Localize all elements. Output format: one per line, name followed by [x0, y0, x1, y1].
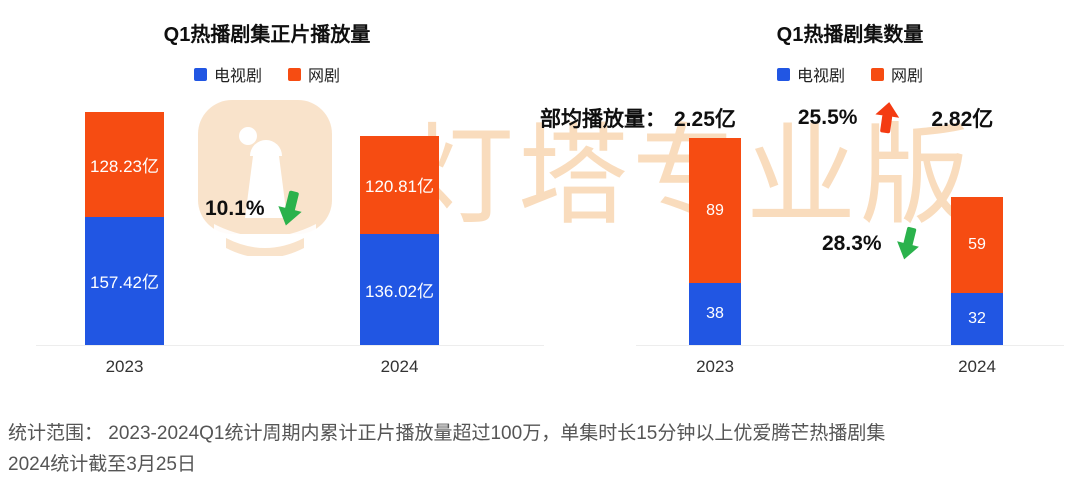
bar-value-label: 32 — [968, 309, 986, 327]
drop-annotation-left: 10.1% — [205, 188, 305, 230]
playback-bars-plot: 128.23亿 157.42亿 2023 120.81亿 136.02亿 2024 — [36, 112, 544, 376]
tv-swatch-icon — [776, 67, 790, 81]
legend-label-web: 网剧 — [891, 68, 924, 85]
tv-swatch-icon — [193, 67, 207, 81]
bar-segment: 157.42亿 — [85, 216, 164, 345]
legend-label-tv: 电视剧 — [796, 68, 845, 85]
bar-value-label: 120.81亿 — [365, 177, 434, 197]
footer-note-line1: 统计范围： 2023-2024Q1统计周期内累计正片播放量超过100万，单集时长… — [8, 423, 886, 444]
stat-value-2023: 2.25亿 — [674, 108, 736, 131]
green-down-arrow-icon — [277, 190, 302, 226]
category-label: 2023 — [105, 357, 144, 376]
stacked-bar: 89 38 2023 — [689, 138, 741, 376]
bar-segment: 32 — [951, 292, 1003, 345]
footer-note: 统计范围： 2023-2024Q1统计周期内累计正片播放量超过100万，单集时长… — [8, 418, 1074, 480]
legend-item-web: 网剧 — [871, 62, 923, 86]
legend-item-tv: 电视剧 — [193, 62, 262, 86]
bar-value-label: 157.42亿 — [90, 273, 159, 293]
legend-item-web: 网剧 — [288, 62, 340, 86]
bar-value-label: 38 — [706, 305, 724, 323]
bar-segment: 120.81亿 — [360, 135, 439, 235]
count-bars-plot: 89 38 2023 59 32 2024 — [636, 138, 1064, 376]
drop-percent-right: 28.3% — [822, 232, 882, 255]
stacked-bar: 120.81亿 136.02亿 2024 — [360, 135, 439, 376]
stacked-bar: 59 32 2024 — [951, 196, 1003, 376]
category-label: 2024 — [958, 357, 996, 376]
rise-percent: 25.5% — [797, 106, 858, 129]
stat-value-2024: 2.82亿 — [931, 108, 994, 131]
footer-note-line2: 2024统计截至3月25日 — [8, 454, 196, 475]
bar-segment: 89 — [689, 138, 741, 284]
legend-label-tv: 电视剧 — [213, 68, 262, 85]
bar-value-label: 136.02亿 — [365, 282, 434, 302]
green-down-arrow-icon — [896, 226, 919, 260]
bar-value-label: 89 — [706, 201, 724, 219]
bar-segment: 38 — [689, 283, 741, 345]
stat-caption: 部均播放量： — [540, 108, 666, 131]
avg-playback-stat-line: 部均播放量： 2.25亿 25.5% 2.82亿 — [540, 100, 993, 136]
stacked-bar: 128.23亿 157.42亿 2023 — [85, 112, 164, 376]
legend-label-web: 网剧 — [308, 68, 341, 85]
bar-value-label: 128.23亿 — [90, 157, 159, 177]
legend-left: 电视剧 网剧 — [0, 62, 534, 86]
playback-chart-title: Q1热播剧集正片播放量 — [163, 24, 371, 46]
count-chart-title: Q1热播剧集数量 — [776, 24, 924, 46]
category-label: 2023 — [696, 357, 734, 376]
drop-annotation-right: 28.3% — [822, 224, 922, 264]
bar-segment: 136.02亿 — [360, 234, 439, 345]
bar-value-label: 59 — [968, 235, 986, 253]
drop-percent-left: 10.1% — [205, 197, 265, 220]
legend-right: 电视剧 网剧 — [660, 62, 1040, 86]
category-label: 2024 — [380, 357, 419, 376]
legend-item-tv: 电视剧 — [776, 62, 845, 86]
bar-segment: 59 — [951, 196, 1003, 293]
web-swatch-icon — [871, 67, 884, 81]
red-up-arrow-icon — [875, 102, 900, 134]
web-swatch-icon — [288, 67, 301, 81]
bar-segment: 128.23亿 — [85, 112, 164, 217]
